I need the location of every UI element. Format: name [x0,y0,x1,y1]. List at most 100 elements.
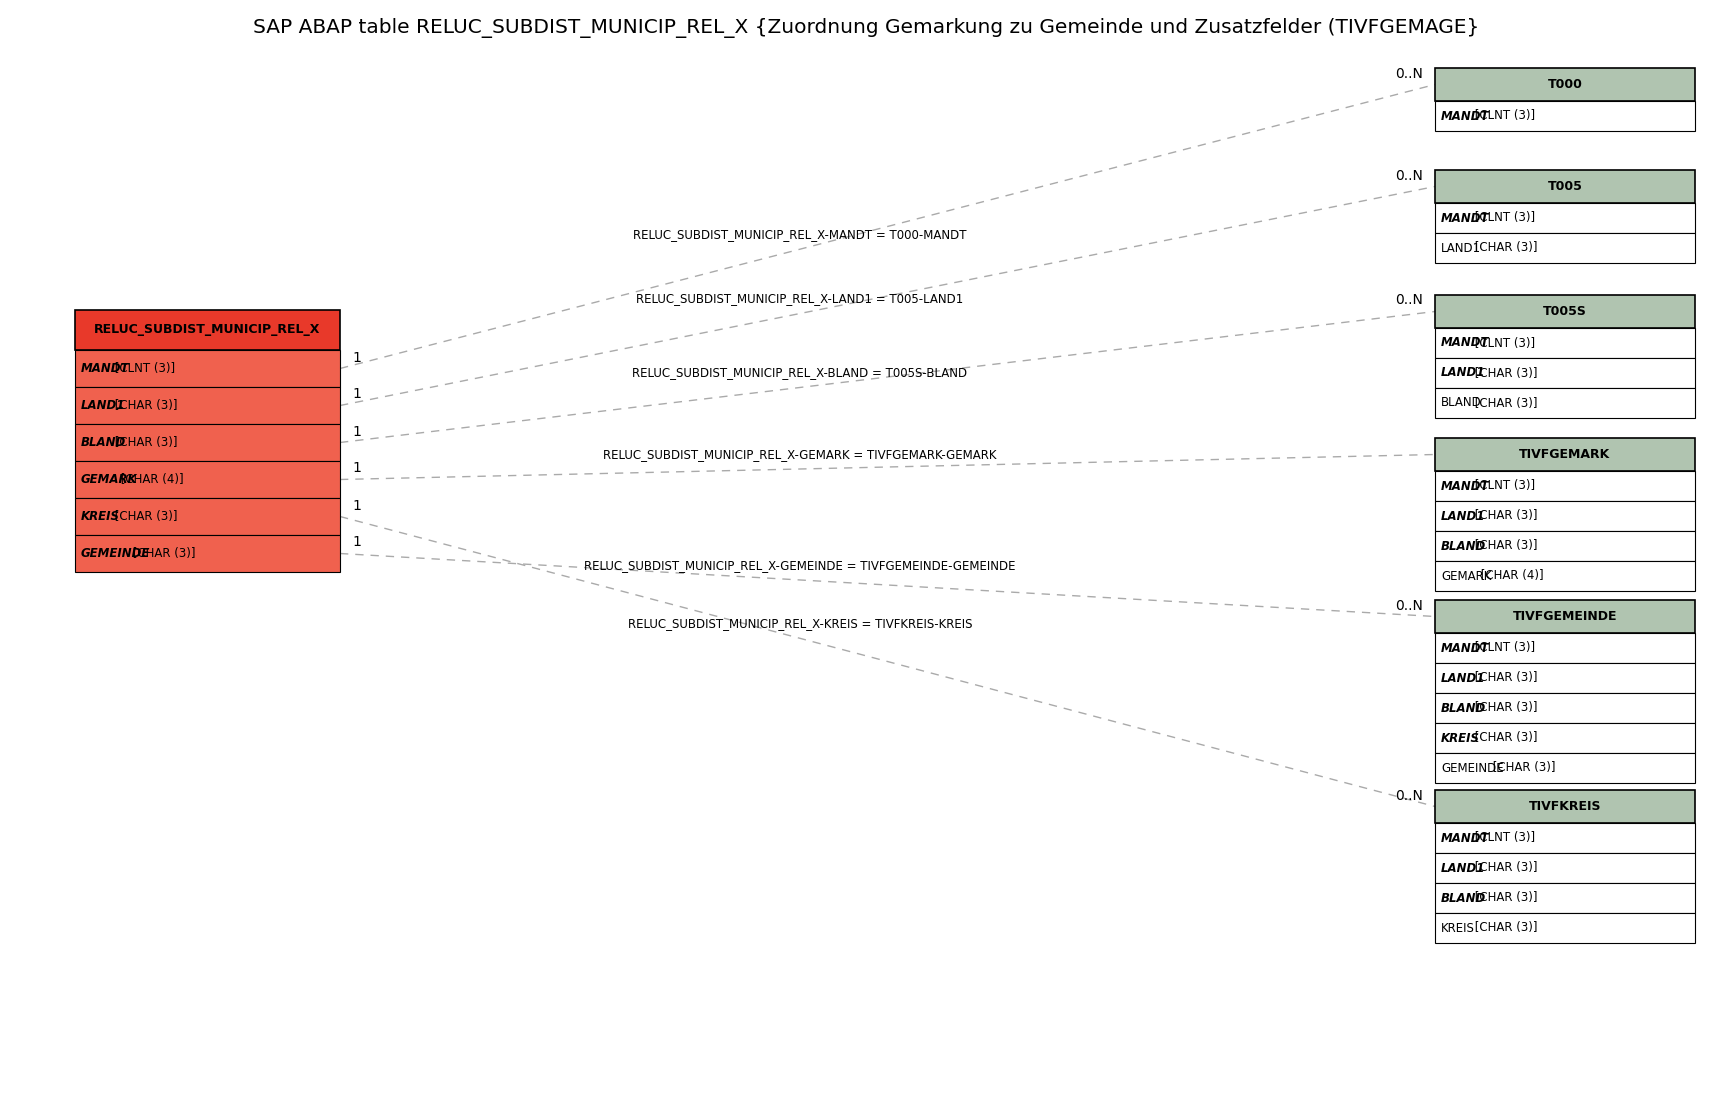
Bar [1434,388,1694,418]
Text: [CHAR (3)]: [CHAR (3)] [1470,862,1536,875]
Text: [CLNT (3)]: [CLNT (3)] [1470,211,1535,224]
Text: KREIS: KREIS [81,510,120,523]
Bar [74,310,339,350]
Text: BLAND: BLAND [1441,396,1481,410]
Bar [1434,600,1694,633]
Text: LAND1: LAND1 [1441,671,1484,684]
Text: 0..N: 0..N [1394,293,1422,308]
Bar [1434,531,1694,561]
Text: RELUC_SUBDIST_MUNICIP_REL_X: RELUC_SUBDIST_MUNICIP_REL_X [94,323,320,336]
Text: LAND1: LAND1 [1441,509,1484,522]
Text: [CHAR (4)]: [CHAR (4)] [118,473,184,486]
Text: SAP ABAP table RELUC_SUBDIST_MUNICIP_REL_X {Zuordnung Gemarkung zu Gemeinde und : SAP ABAP table RELUC_SUBDIST_MUNICIP_REL… [253,18,1479,38]
Text: TIVFGEMARK: TIVFGEMARK [1519,448,1609,461]
Text: 0..N: 0..N [1394,169,1422,183]
Bar [1434,723,1694,753]
Bar [1434,913,1694,943]
Text: 0..N: 0..N [1394,599,1422,612]
Text: [CHAR (3)]: [CHAR (3)] [1470,702,1536,715]
Text: 1: 1 [352,461,360,475]
Bar [1434,170,1694,203]
Bar [1434,68,1694,101]
Bar [1434,662,1694,693]
Text: BLAND: BLAND [1441,540,1486,553]
Text: [CLNT (3)]: [CLNT (3)] [1470,110,1535,123]
Text: [CHAR (3)]: [CHAR (3)] [1488,761,1555,774]
Text: KREIS: KREIS [1441,922,1474,934]
Bar [1434,328,1694,358]
Text: [CLNT (3)]: [CLNT (3)] [1470,831,1535,844]
Bar [1434,561,1694,591]
Text: GEMEINDE: GEMEINDE [1441,761,1503,774]
Text: RELUC_SUBDIST_MUNICIP_REL_X-MANDT = T000-MANDT: RELUC_SUBDIST_MUNICIP_REL_X-MANDT = T000… [632,228,966,241]
Text: 1: 1 [352,350,360,365]
Text: RELUC_SUBDIST_MUNICIP_REL_X-BLAND = T005S-BLAND: RELUC_SUBDIST_MUNICIP_REL_X-BLAND = T005… [632,367,966,380]
Text: [CHAR (3)]: [CHAR (3)] [111,399,177,412]
Text: [CHAR (3)]: [CHAR (3)] [128,548,196,560]
Text: 1: 1 [352,498,360,512]
Bar [1434,753,1694,783]
Text: GEMARK: GEMARK [1441,569,1491,583]
Text: BLAND: BLAND [81,436,126,449]
Bar [1434,101,1694,131]
Text: [CHAR (3)]: [CHAR (3)] [1470,540,1536,553]
Bar [1434,633,1694,662]
Text: TIVFGEMEINDE: TIVFGEMEINDE [1512,610,1616,623]
Bar [1434,233,1694,263]
Bar [1434,471,1694,502]
Text: MANDT: MANDT [1441,110,1488,123]
Bar [74,461,339,498]
Text: LAND1: LAND1 [1441,242,1481,254]
Text: LAND1: LAND1 [1441,862,1484,875]
Text: MANDT: MANDT [1441,480,1488,493]
Text: 0..N: 0..N [1394,788,1422,803]
Text: RELUC_SUBDIST_MUNICIP_REL_X-GEMEINDE = TIVFGEMEINDE-GEMEINDE: RELUC_SUBDIST_MUNICIP_REL_X-GEMEINDE = T… [584,558,1015,572]
Text: T005S: T005S [1541,306,1587,318]
Text: GEMARK: GEMARK [81,473,137,486]
Bar [1434,438,1694,471]
Text: [CHAR (3)]: [CHAR (3)] [111,436,177,449]
Bar [74,350,339,387]
Text: [CHAR (3)]: [CHAR (3)] [1470,731,1536,745]
Bar [74,387,339,424]
Text: [CHAR (3)]: [CHAR (3)] [1470,671,1536,684]
Bar [1434,823,1694,853]
Bar [74,498,339,535]
Text: [CLNT (3)]: [CLNT (3)] [111,362,175,374]
Text: 0..N: 0..N [1394,67,1422,81]
Text: MANDT: MANDT [1441,642,1488,655]
Bar [1434,203,1694,233]
Bar [1434,502,1694,531]
Text: BLAND: BLAND [1441,702,1486,715]
Text: RELUC_SUBDIST_MUNICIP_REL_X-KREIS = TIVFKREIS-KREIS: RELUC_SUBDIST_MUNICIP_REL_X-KREIS = TIVF… [627,618,972,631]
Text: [CHAR (3)]: [CHAR (3)] [1470,891,1536,904]
Text: GEMEINDE: GEMEINDE [81,548,151,560]
Text: KREIS: KREIS [1441,731,1479,745]
Text: 1: 1 [352,425,360,438]
Text: T000: T000 [1547,78,1581,91]
Bar [74,424,339,461]
Text: RELUC_SUBDIST_MUNICIP_REL_X-GEMARK = TIVFGEMARK-GEMARK: RELUC_SUBDIST_MUNICIP_REL_X-GEMARK = TIV… [603,448,996,461]
Text: [CLNT (3)]: [CLNT (3)] [1470,336,1535,349]
Text: [CHAR (3)]: [CHAR (3)] [1470,396,1536,410]
Bar [1434,883,1694,913]
Text: 1: 1 [352,388,360,402]
Text: LAND1: LAND1 [81,399,125,412]
Bar [1434,358,1694,388]
Text: [CHAR (3)]: [CHAR (3)] [1470,242,1536,254]
Text: MANDT: MANDT [1441,336,1488,349]
Text: [CHAR (4)]: [CHAR (4)] [1476,569,1543,583]
Bar [1434,853,1694,883]
Text: MANDT: MANDT [1441,831,1488,844]
Text: MANDT: MANDT [1441,211,1488,224]
Text: [CHAR (3)]: [CHAR (3)] [111,510,177,523]
Text: MANDT: MANDT [81,362,130,374]
Text: [CHAR (3)]: [CHAR (3)] [1470,509,1536,522]
Text: 1: 1 [352,535,360,550]
Text: [CHAR (3)]: [CHAR (3)] [1470,922,1536,934]
Text: T005: T005 [1547,180,1581,193]
Text: [CHAR (3)]: [CHAR (3)] [1470,367,1536,380]
Text: LAND1: LAND1 [1441,367,1484,380]
Bar [74,535,339,572]
Text: [CLNT (3)]: [CLNT (3)] [1470,642,1535,655]
